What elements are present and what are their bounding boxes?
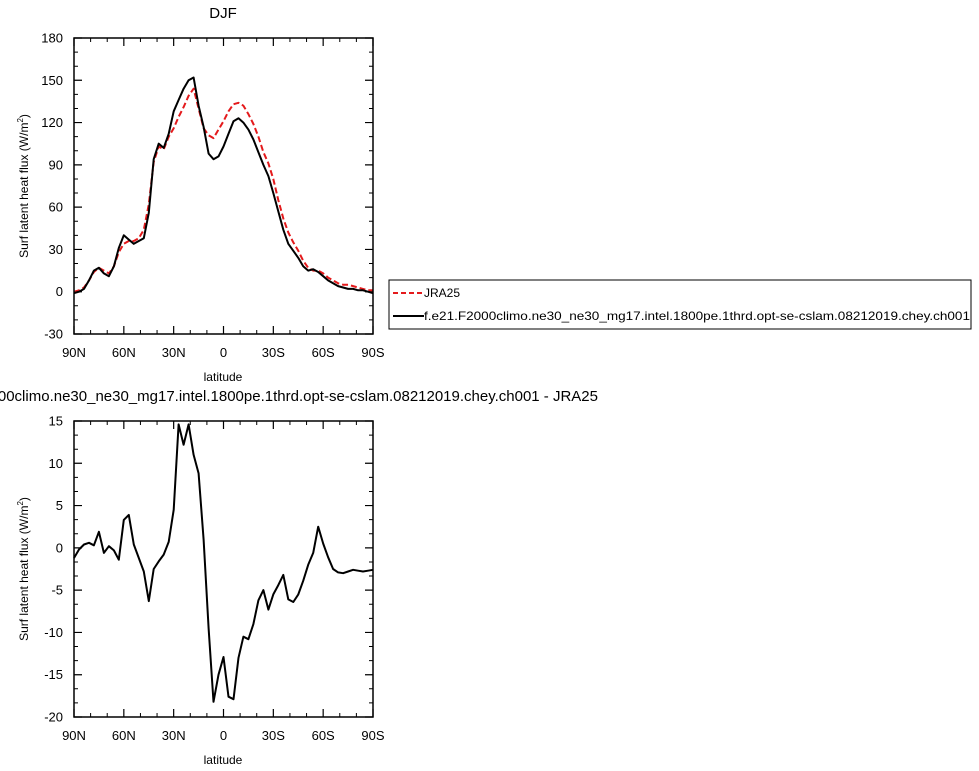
- y-tick-label: 0: [56, 540, 63, 555]
- series-line-1: [73, 76, 374, 295]
- x-tick-label: 90N: [62, 345, 86, 360]
- top-panel-yticks: -30 0 30 60 90 120 150 180: [41, 31, 373, 342]
- x-tick-label: 60N: [112, 345, 136, 360]
- legend-label-model: f.e21.F2000climo.ne30_ne30_mg17.intel.18…: [424, 309, 970, 323]
- y-tick-label: -15: [44, 667, 63, 682]
- top-panel-xticks: 90N 60N 30N 0 30S 60S 90S: [62, 38, 385, 360]
- y-tick-label: 30: [49, 242, 63, 257]
- y-tick-label: 10: [49, 456, 63, 471]
- x-tick-label: 90N: [62, 728, 86, 743]
- top-panel-series: [73, 76, 374, 295]
- y-tick-label: 15: [49, 414, 63, 429]
- x-tick-label: 30S: [262, 728, 285, 743]
- y-tick-label: 150: [41, 73, 63, 88]
- y-tick-label: 60: [49, 200, 63, 215]
- x-tick-label: 60S: [312, 728, 335, 743]
- y-tick-label: -20: [44, 710, 63, 725]
- top-panel-plot-frame: [73, 37, 374, 335]
- series-line-0: [73, 87, 373, 293]
- x-tick-label: 30S: [262, 345, 285, 360]
- y-tick-label: 120: [41, 115, 63, 130]
- top-panel-xlabel: latitude: [204, 370, 243, 384]
- bottom-panel-xticks: 90N 60N 30N 0 30S 60S 90S: [62, 421, 385, 743]
- y-tick-label: 90: [49, 157, 63, 172]
- x-tick-label: 90S: [361, 345, 384, 360]
- top-panel-title: DJF: [209, 5, 237, 22]
- y-tick-label: 5: [56, 498, 63, 513]
- bottom-panel-xlabel: latitude: [204, 753, 243, 767]
- x-tick-label: 60S: [312, 345, 335, 360]
- top-panel: DJF -30 0 30 60 90 120 150 180 90N 60N 30N 0 30S 60S…: [16, 5, 972, 384]
- y-tick-label: -10: [44, 625, 63, 640]
- x-tick-label: 30N: [162, 728, 186, 743]
- legend-label-jra25: JRA25: [424, 286, 460, 300]
- y-tick-label: 0: [56, 284, 63, 299]
- x-tick-label: 60N: [112, 728, 136, 743]
- y-tick-label: -30: [44, 327, 63, 342]
- x-tick-label: 90S: [361, 728, 384, 743]
- bottom-panel-ylabel: Surf latent heat flux (W/m2): [16, 497, 31, 641]
- y-tick-label: 180: [41, 31, 63, 46]
- x-tick-label: 0: [220, 728, 227, 743]
- y-tick-label: -5: [51, 583, 63, 598]
- top-panel-legend: JRA25 f.e21.F2000climo.ne30_ne30_mg17.in…: [388, 279, 972, 330]
- x-tick-label: 0: [220, 345, 227, 360]
- top-panel-ylabel: Surf latent heat flux (W/m2): [16, 114, 31, 258]
- bottom-panel: f.e21.F2000climo.ne30_ne30_mg17.intel.18…: [0, 388, 598, 767]
- bottom-panel-plot-frame: [73, 420, 374, 718]
- bottom-panel-yticks: -20 -15 -10 -5 0 5 10 15: [44, 414, 373, 725]
- series-line-0: [73, 423, 374, 703]
- bottom-panel-series: [73, 423, 374, 703]
- bottom-panel-title: f.e21.F2000climo.ne30_ne30_mg17.intel.18…: [0, 388, 598, 405]
- legend-box: [388, 279, 972, 330]
- x-tick-label: 30N: [162, 345, 186, 360]
